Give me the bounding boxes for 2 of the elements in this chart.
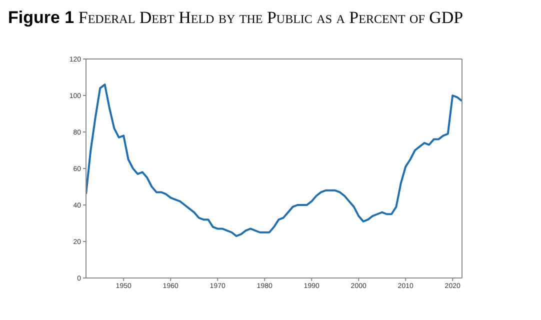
line-series: [86, 84, 462, 238]
chart-title: Figure 1 Federal Debt Held by the Public as a Percent of GDP: [8, 8, 464, 27]
